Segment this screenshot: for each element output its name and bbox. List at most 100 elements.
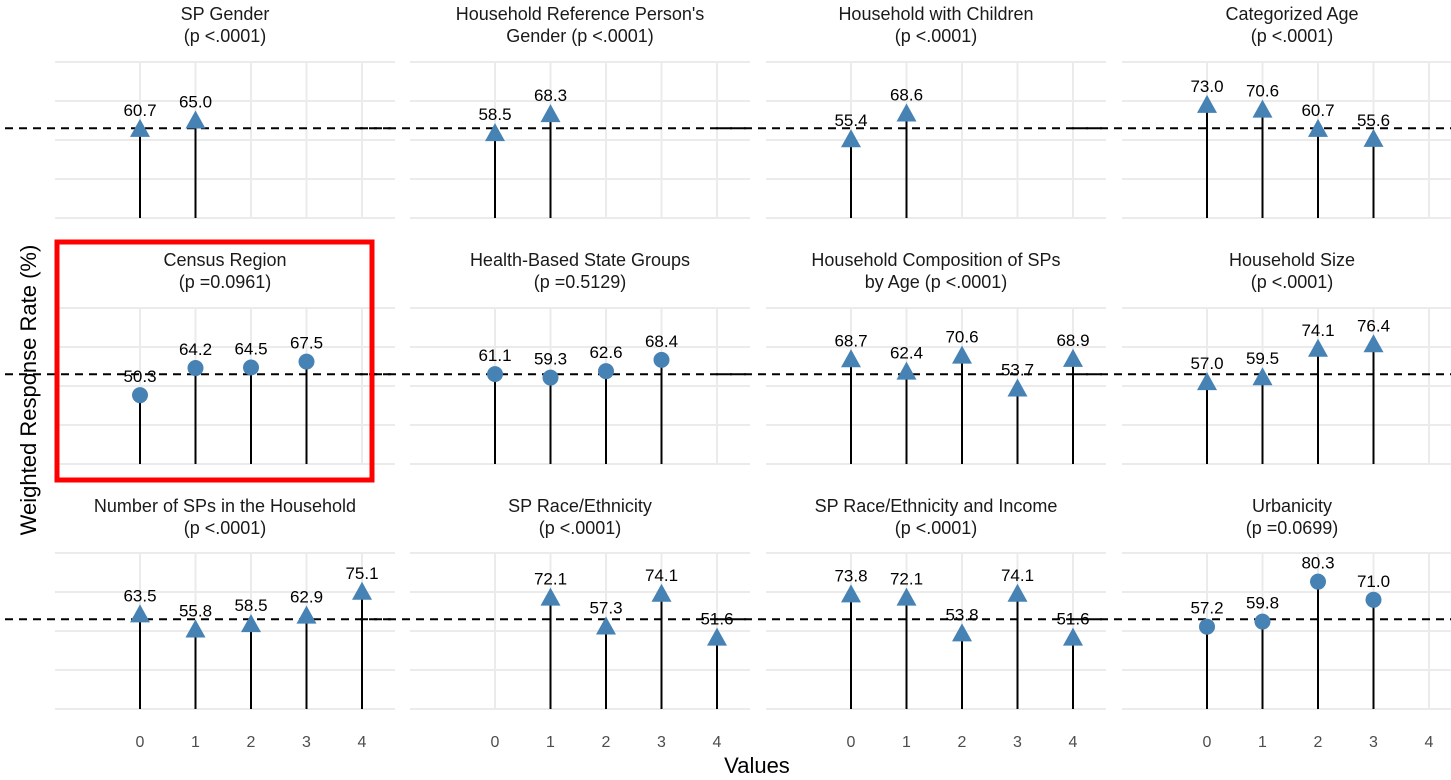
data-point — [896, 587, 917, 606]
x-tick-label: 3 — [657, 734, 666, 751]
data-point — [653, 351, 670, 368]
data-label: 63.5 — [123, 586, 156, 605]
data-point — [352, 581, 372, 600]
data-label: 58.5 — [234, 596, 267, 615]
panel-10: SP Race/Ethnicity(p <.0001)72.157.374.15… — [360, 496, 750, 751]
data-label: 60.7 — [1301, 101, 1334, 120]
data-point — [540, 587, 561, 606]
data-label: 62.4 — [890, 344, 923, 363]
data-label: 76.4 — [1357, 316, 1390, 335]
data-point — [1308, 338, 1328, 357]
panel-9: Number of SPs in the Household(p <.0001)… — [5, 496, 395, 751]
panel-title-line1: Categorized Age — [1225, 4, 1358, 24]
data-label: 59.8 — [1246, 594, 1279, 613]
data-point — [598, 363, 614, 380]
data-label: 72.1 — [890, 570, 923, 589]
panel-title-line2: Gender (p <.0001) — [506, 26, 654, 46]
panel-title-line1: Household with Children — [838, 4, 1033, 24]
data-point — [241, 614, 261, 633]
data-point — [952, 623, 972, 642]
data-label: 68.9 — [1056, 331, 1089, 350]
panel-title-line1: Household Composition of SPs — [811, 250, 1060, 270]
x-tick-label: 4 — [713, 734, 722, 751]
data-point — [540, 104, 561, 123]
x-tick-label: 0 — [847, 734, 856, 751]
data-label: 80.3 — [1301, 554, 1334, 573]
panel-title-line1: Household Reference Person's — [456, 4, 705, 24]
data-label: 61.1 — [478, 346, 511, 365]
data-point — [298, 353, 315, 370]
data-point — [132, 387, 148, 404]
data-label: 75.1 — [345, 564, 378, 583]
data-point — [185, 619, 206, 638]
panel-title-line2: (p <.0001) — [184, 518, 267, 538]
data-label: 57.0 — [1190, 354, 1223, 373]
data-point — [896, 361, 917, 380]
data-point — [130, 604, 150, 623]
panel-title-line2: (p <.0001) — [539, 518, 622, 538]
data-point — [1310, 573, 1326, 590]
y-axis-label: Weighted Response Rate (%) — [16, 245, 41, 536]
x-tick-label: 3 — [302, 734, 311, 751]
x-tick-label: 2 — [247, 734, 256, 751]
x-tick-label: 2 — [958, 734, 967, 751]
data-label: 59.5 — [1246, 349, 1279, 368]
x-tick-label: 0 — [136, 734, 145, 751]
data-label: 68.7 — [834, 331, 867, 350]
panel-title-line1: SP Race/Ethnicity and Income — [815, 496, 1058, 516]
panel-title-line2: (p =0.0961) — [179, 272, 272, 292]
data-point — [707, 627, 727, 646]
panel-4: Categorized Age(p <.0001) 73.0 70.6 60.7 55.… — [1072, 4, 1451, 219]
panel-title-line2: (p =0.0699) — [1246, 518, 1339, 538]
highlight-box — [54, 239, 375, 483]
data-point — [1365, 591, 1382, 608]
panel-title-line1: Number of SPs in the Household — [94, 496, 356, 516]
data-label: 73.8 — [834, 566, 867, 585]
panel-1: SP Gender(p <.0001) 60.7 65.0 — [5, 4, 395, 219]
data-point — [896, 103, 917, 122]
x-tick-label: 3 — [1013, 734, 1022, 751]
data-label: 55.4 — [834, 111, 867, 130]
data-label: 53.8 — [945, 605, 978, 624]
data-point — [1363, 334, 1384, 353]
data-label: 64.5 — [234, 339, 267, 358]
panel-title-line1: SP Gender — [181, 4, 270, 24]
data-point — [1063, 348, 1083, 367]
data-label: 72.1 — [534, 570, 567, 589]
data-point — [1199, 618, 1215, 635]
panel-title-line2: (p <.0001) — [1251, 26, 1334, 46]
data-label: 62.6 — [589, 343, 622, 362]
data-label: 55.6 — [1357, 111, 1390, 130]
panel-8: Household Size(p <.0001) 57.0 59.5 74.1 76.4 — [1072, 250, 1451, 465]
x-tick-label: 1 — [1258, 734, 1267, 751]
data-label: 71.0 — [1357, 572, 1390, 591]
data-point — [952, 345, 972, 364]
data-label: 59.3 — [534, 350, 567, 369]
data-label: 57.3 — [589, 599, 622, 618]
data-label: 74.1 — [1001, 566, 1034, 585]
panel-11: SP Race/Ethnicity and Income(p <.0001) 73… — [716, 496, 1106, 751]
x-tick-label: 0 — [1203, 734, 1212, 751]
data-point — [1254, 613, 1271, 630]
data-point — [485, 123, 505, 142]
data-label: 73.0 — [1190, 77, 1223, 96]
panel-title-line2: (p <.0001) — [895, 518, 978, 538]
panel-title-line1: Urbanicity — [1252, 496, 1332, 516]
panel-title-line2: by Age (p <.0001) — [865, 272, 1008, 292]
data-point — [1252, 367, 1273, 386]
data-label: 53.7 — [1001, 361, 1034, 380]
data-label: 70.6 — [945, 328, 978, 347]
data-label: 58.5 — [478, 105, 511, 124]
panel-title-line1: Census Region — [163, 250, 286, 270]
data-point — [1197, 372, 1217, 391]
panel-title-line2: (p =0.5129) — [534, 272, 627, 292]
panel-title-line2: (p <.0001) — [1251, 272, 1334, 292]
data-point — [130, 118, 150, 137]
data-label: 67.5 — [290, 334, 323, 353]
panel-3: Household with Children(p <.0001) 55.4 68.… — [716, 4, 1106, 219]
data-point — [841, 129, 861, 148]
x-tick-label: 4 — [1069, 734, 1078, 751]
